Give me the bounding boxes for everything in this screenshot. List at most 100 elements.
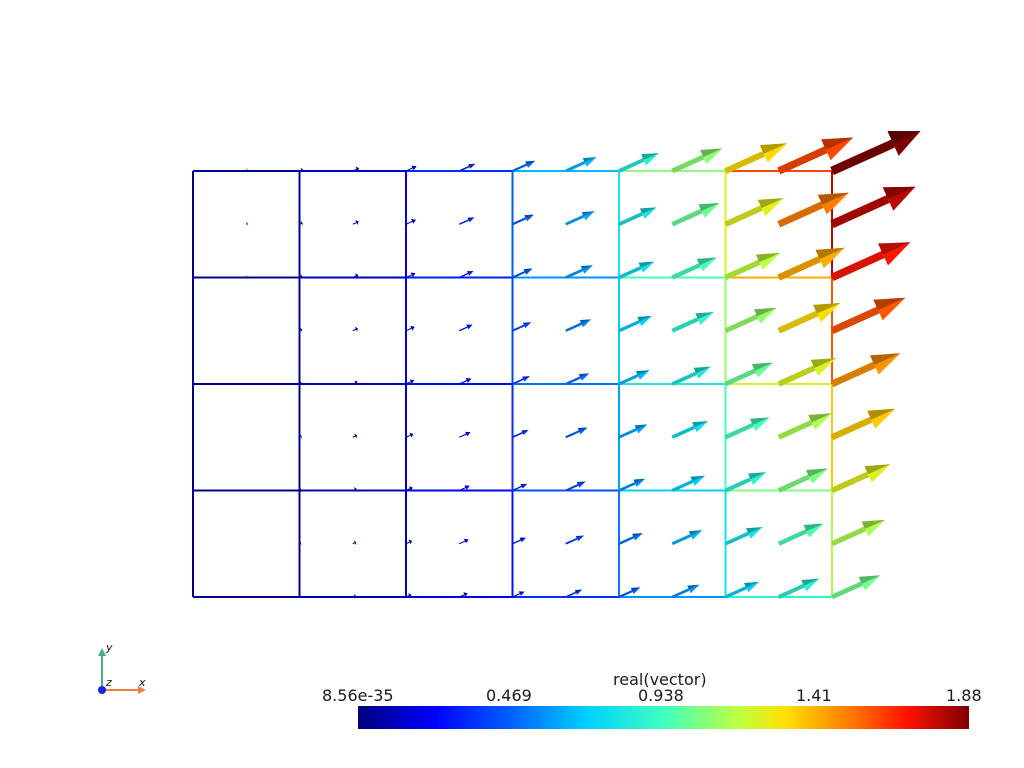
vector-arrow [352,540,357,546]
vector-arrow [405,326,415,332]
vector-arrow [777,302,841,334]
vector-arrow [405,379,415,385]
x-axis-label: x [139,676,146,689]
vector-arrow [724,527,763,546]
scalar-bar-tick-4: 1.88 [946,686,982,705]
vector-arrow [299,274,303,279]
vector-arrow [671,202,720,227]
vector-arrow [671,366,711,386]
vector-arrow [565,481,586,492]
vector-arrow [724,581,759,599]
vector-arrow [352,593,356,599]
vector-arrow [724,362,774,387]
vector-arrow [671,584,700,599]
vector-arrow [777,413,832,440]
vector-arrow [299,487,302,493]
vector-arrow [405,219,416,225]
vector-arrow [618,153,659,173]
y-axis-arrowhead [98,648,106,656]
vector-arrow [671,312,714,333]
vector-arrow [352,220,359,225]
vector-arrow [299,327,303,333]
vector-arrow [352,166,360,172]
orientation-axes [98,648,146,694]
scalar-bar-title: real(vector) [613,670,707,689]
vector-arrow [724,143,788,174]
vector-arrow [830,353,901,388]
y-axis-label: y [106,641,113,654]
vector-arrow [459,592,468,598]
vector-arrow [831,575,881,600]
vector-arrow [671,257,717,280]
vector-arrow [352,433,358,439]
z-axis-dot [98,686,106,694]
vector-arrow [405,272,416,278]
vector-arrow [724,198,784,227]
vector-arrow [830,519,886,547]
vector-arrow [459,485,470,491]
vector-arrow [299,594,302,599]
vector-arrow [671,530,703,546]
vector-arrow [724,252,781,280]
vector-arrow [246,221,249,227]
vector-arrow [777,358,837,387]
vector-arrow [512,322,532,332]
scalar-bar-tick-3: 1.41 [796,686,832,705]
vector-arrow [299,434,302,439]
vector-arrow [777,192,849,228]
vector-arrow [512,376,530,385]
vector-arrow [830,242,911,282]
mesh-grid [192,170,833,598]
vector-arrow [245,274,249,280]
vector-arrow [459,538,469,545]
vector-arrow [777,247,845,281]
vector-arrow [352,487,357,492]
vector-arrow [618,478,646,492]
vector-arrow [565,373,590,386]
vector-arrow [565,535,584,545]
vector-arrow [777,137,854,175]
vector-arrow [565,589,583,598]
vector-arrow [512,591,525,598]
vector-arrow [458,271,474,279]
vector-arrow [299,221,303,226]
vector-arrow [458,163,476,172]
scalar-bar-tick-0: 8.56e-35 [322,686,394,705]
vector-arrow [512,268,533,279]
vector-arrow [565,265,593,279]
vector-arrow [246,168,249,173]
vector-arrow [724,307,777,334]
vector-arrow [830,408,896,441]
vector-arrow [405,432,414,438]
vector-arrow [352,380,358,385]
vector-arrow [618,424,648,439]
vector-arrow [405,486,413,491]
scalar-bar-tick-2: 0.938 [638,686,684,705]
vector-arrow [618,587,641,598]
vector-arrow [618,533,643,545]
vector-arrow [830,131,921,175]
vector-arrow [512,430,529,438]
vector-arrow [830,297,906,335]
scalar-bar [358,706,969,729]
vector-arrow [458,324,473,332]
vector-arrow [405,165,417,172]
vector-arrow [565,211,595,226]
vector-arrow [299,381,302,386]
vector-arrow [458,217,475,225]
vector-arrow [512,483,528,492]
vector-arrow [405,539,413,545]
vector-arrow [299,167,303,173]
vector-arrow [671,148,723,174]
vector-arrow [565,427,588,439]
vector-arrow [459,431,471,438]
scalar-bar-tick-1: 0.469 [486,686,532,705]
vector-arrow [618,315,652,333]
vector-arrow [565,319,592,332]
vector-arrow [830,186,916,229]
vector-arrow [618,207,657,226]
vector-arrow [565,157,597,173]
x-axis-arrowhead [138,686,146,694]
vector-arrow [777,523,824,546]
